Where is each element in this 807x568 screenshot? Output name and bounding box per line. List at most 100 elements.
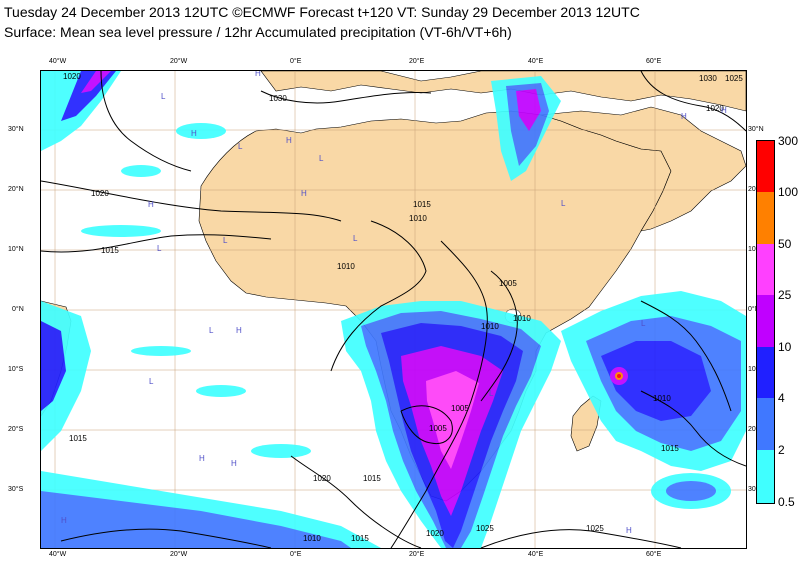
isobar-label: 1025 bbox=[725, 74, 743, 83]
lon-label-bottom: 40°E bbox=[528, 551, 544, 558]
lat-label-right: 20°N bbox=[748, 186, 764, 193]
legend-band-25 bbox=[757, 295, 774, 347]
legend-label: 4 bbox=[778, 391, 785, 405]
legend-label: 0.5 bbox=[778, 495, 795, 509]
isobar-label: 1005 bbox=[499, 279, 517, 288]
europe-landmass bbox=[260, 71, 746, 112]
isobar-line bbox=[60, 528, 272, 548]
isobar-label: 1030 bbox=[699, 74, 717, 83]
lat-label-right: 0°N bbox=[748, 306, 760, 313]
low-pressure-mark: L bbox=[223, 236, 228, 245]
isobar-line bbox=[100, 71, 192, 172]
arabia-landmass bbox=[540, 106, 746, 232]
isobar-label: 1010 bbox=[481, 322, 499, 331]
legend-label: 2 bbox=[778, 443, 785, 457]
isobar-label: 1010 bbox=[409, 214, 427, 223]
lon-label-top: 20°W bbox=[170, 58, 188, 65]
high-pressure-mark: H bbox=[236, 326, 242, 335]
isobar-line bbox=[41, 234, 272, 253]
precipitation-legend bbox=[756, 140, 775, 504]
isobar-label: 1015 bbox=[661, 444, 679, 453]
lon-label-top: 40°W bbox=[49, 58, 67, 65]
forecast-title: Tuesday 24 December 2013 12UTC ©ECMWF Fo… bbox=[4, 4, 640, 20]
lat-label-left: 10°S bbox=[8, 366, 24, 373]
isobar-label: 1025 bbox=[586, 524, 604, 533]
isobar-label: 1020 bbox=[63, 72, 81, 81]
lat-label-left: 20°S bbox=[8, 426, 24, 433]
forecast-subtitle: Surface: Mean sea level pressure / 12hr … bbox=[4, 24, 512, 40]
isobar-label: 1015 bbox=[363, 474, 381, 483]
legend-label: 25 bbox=[778, 288, 792, 302]
lat-label-right: 30°N bbox=[748, 126, 764, 133]
lat-label-right: 10°S bbox=[748, 366, 764, 373]
isobar-line bbox=[41, 180, 342, 222]
isobar-line bbox=[480, 270, 518, 402]
isobar-line bbox=[480, 529, 682, 548]
lat-label-left: 30°N bbox=[8, 126, 24, 133]
lon-label-bottom: 60°E bbox=[646, 551, 662, 558]
high-pressure-mark: H bbox=[231, 459, 237, 468]
legend-band-50 bbox=[757, 244, 774, 295]
low-pressure-mark: L bbox=[161, 92, 166, 101]
low-pressure-mark: L bbox=[319, 154, 324, 163]
high-pressure-mark: H bbox=[301, 189, 307, 198]
low-pressure-mark: L bbox=[149, 377, 154, 386]
lat-label-right: 30°S bbox=[748, 486, 764, 493]
precip-band-magenta bbox=[426, 371, 479, 469]
precip-indian-dark-blue bbox=[601, 341, 711, 421]
precip-atlantic-north-blue bbox=[61, 71, 116, 121]
isobar-label: 1025 bbox=[476, 524, 494, 533]
lon-label-top: 0°E bbox=[290, 58, 302, 65]
isobar-label: 1005 bbox=[429, 424, 447, 433]
isobar-line bbox=[290, 455, 422, 548]
lon-label-bottom: 20°E bbox=[409, 551, 425, 558]
high-pressure-mark: H bbox=[721, 106, 727, 115]
high-pressure-mark: H bbox=[148, 200, 154, 209]
isobar-label: 1010 bbox=[653, 394, 671, 403]
lon-label-bottom: 0°E bbox=[290, 551, 302, 558]
lon-label-bottom: 20°W bbox=[170, 551, 188, 558]
lon-label-bottom: 40°W bbox=[49, 551, 67, 558]
low-pressure-mark: L bbox=[641, 319, 646, 328]
low-pressure-mark: L bbox=[157, 244, 162, 253]
isobar-label: 1015 bbox=[413, 200, 431, 209]
lat-label-left: 10°N bbox=[8, 246, 24, 253]
lon-label-top: 20°E bbox=[409, 58, 425, 65]
lat-label-left: 20°N bbox=[8, 186, 24, 193]
low-pressure-mark: L bbox=[561, 199, 566, 208]
isobar-label: 1015 bbox=[69, 434, 87, 443]
high-pressure-mark: H bbox=[255, 71, 261, 78]
isobar-label: 1005 bbox=[451, 404, 469, 413]
isobar-line bbox=[640, 71, 746, 132]
legend-label: 50 bbox=[778, 237, 792, 251]
isobar-line bbox=[330, 220, 427, 372]
forecast-map: 1020 1030 1020 1015 1010 1015 1010 1005 … bbox=[40, 70, 747, 549]
legend-band-300 bbox=[757, 141, 774, 192]
lat-label-right: 10°N bbox=[748, 246, 764, 253]
isobar-label: 1010 bbox=[513, 314, 531, 323]
lat-label-left: 30°S bbox=[8, 486, 24, 493]
legend-band-2 bbox=[757, 450, 774, 503]
isobar-label: 1020 bbox=[91, 189, 109, 198]
legend-label: 10 bbox=[778, 340, 792, 354]
isobar-lines bbox=[41, 71, 746, 548]
isobar-label: 1030 bbox=[269, 94, 287, 103]
isobar-line bbox=[400, 405, 453, 445]
isobar-line bbox=[640, 390, 746, 467]
high-pressure-mark: H bbox=[191, 129, 197, 138]
isobar-label: 1015 bbox=[351, 534, 369, 543]
isobar-label: 1010 bbox=[337, 262, 355, 271]
isobar-label: 1020 bbox=[706, 104, 724, 113]
lon-label-top: 60°E bbox=[646, 58, 662, 65]
isobar-line bbox=[390, 240, 488, 548]
isobar-value-labels: 1020 1030 1020 1015 1010 1015 1010 1005 … bbox=[63, 72, 743, 543]
isobar-line bbox=[640, 300, 732, 412]
high-pressure-mark: H bbox=[681, 112, 687, 121]
high-pressure-mark: H bbox=[61, 516, 67, 525]
lon-label-top: 40°E bbox=[528, 58, 544, 65]
isobar-label: 1020 bbox=[426, 529, 444, 538]
high-pressure-mark: H bbox=[286, 136, 292, 145]
lat-label-left: 0°N bbox=[12, 306, 24, 313]
low-pressure-mark: L bbox=[353, 234, 358, 243]
high-pressure-mark: H bbox=[626, 526, 632, 535]
